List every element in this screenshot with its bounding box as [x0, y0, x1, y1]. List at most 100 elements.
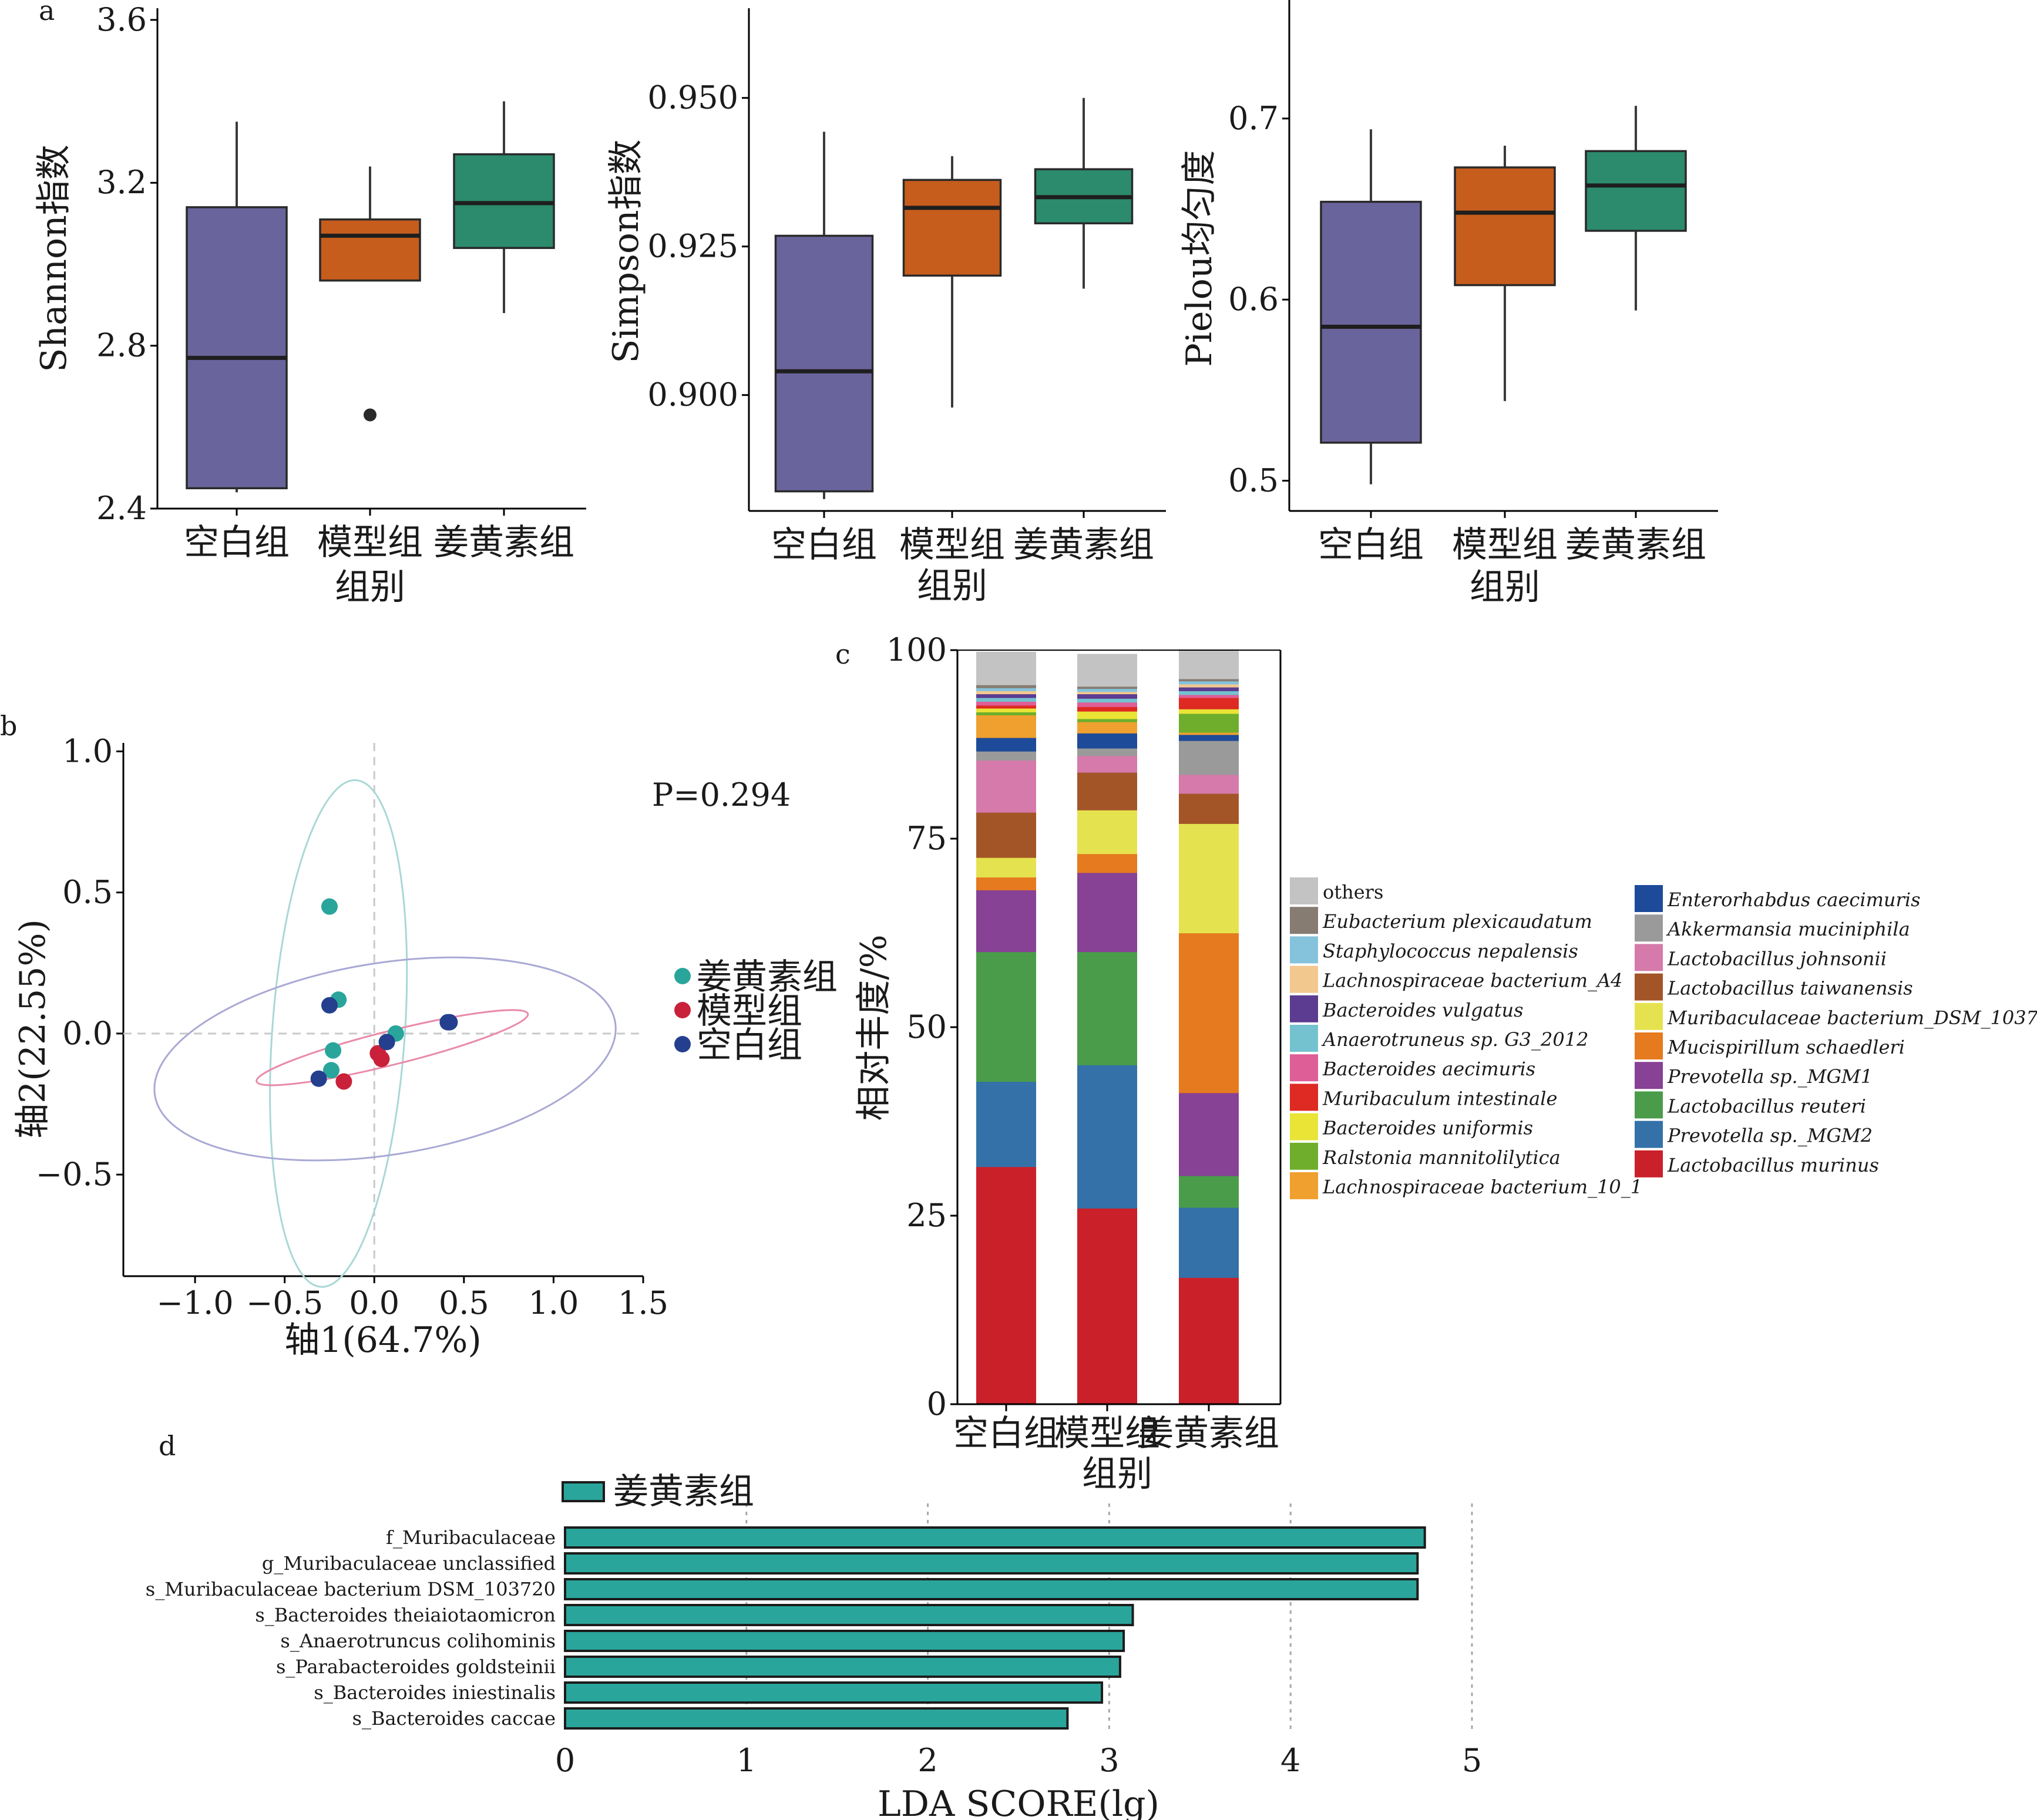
- legend-swatch: [1635, 914, 1663, 942]
- y-tick-label: 3.6: [96, 1, 147, 38]
- stack-segment: [1179, 697, 1239, 709]
- stack-segment: [1077, 810, 1137, 855]
- stack-segment: [1077, 718, 1137, 722]
- x-category-label: 姜黄素组: [1013, 524, 1154, 566]
- scatter-point: [321, 898, 338, 915]
- stack-segment: [976, 737, 1036, 752]
- legend-swatch: [1290, 936, 1318, 964]
- y-tick-label: 0: [927, 1385, 947, 1422]
- legend-label: 空白组: [697, 1025, 802, 1066]
- stack-segment: [1077, 694, 1137, 699]
- x-category-label: 空白组: [771, 524, 877, 566]
- legend-label: Lactobacillus johnsonii: [1667, 947, 1887, 970]
- stack-segment: [976, 651, 1036, 685]
- stack-segment: [1077, 702, 1137, 707]
- x-category-label: 模型组: [1452, 524, 1558, 566]
- stack-segment: [1179, 933, 1239, 1094]
- box-2: [902, 179, 1002, 277]
- stack-segment: [1077, 772, 1137, 810]
- box-2: [319, 218, 421, 282]
- legend-label: Bacteroides vulgatus: [1322, 999, 1524, 1021]
- stack-segment: [1179, 741, 1239, 775]
- y-tick-label: 2.4: [96, 490, 147, 527]
- legend-label: Ralstonia mannitolilytica: [1322, 1146, 1561, 1169]
- lda-bar-label: s_Muribaculaceae bacterium DSM_103720: [146, 1578, 556, 1600]
- stack-segment: [1077, 872, 1137, 953]
- stack-segment: [976, 877, 1036, 890]
- x-tick-label: −0.5: [246, 1284, 323, 1321]
- y-tick-label: 50: [906, 1008, 947, 1045]
- y-tick-label: 0.0: [62, 1015, 113, 1052]
- x-tick-label: 3: [1099, 1742, 1119, 1779]
- pcoa-scatter: −1.0 −0.5 0.0 0.5 1.0 1.5 −0.5 0.0 0.5 1.0 P=0.294…: [12, 732, 838, 1361]
- y-tick-label: 1.0: [62, 732, 113, 769]
- legend-swatch: [1290, 1084, 1318, 1111]
- stack-segment: [1179, 681, 1239, 685]
- y-tick-label: 0.950: [647, 79, 738, 116]
- legend-label: Lachnospiraceae bacterium_10_1: [1322, 1176, 1642, 1198]
- stack-segment: [1179, 823, 1239, 934]
- legend-label: 姜黄素组: [697, 957, 838, 998]
- stack-segment: [1179, 691, 1239, 695]
- x-tick-label: 1: [737, 1742, 757, 1779]
- lda-bar: [564, 1656, 1121, 1678]
- panel-label-b: b: [0, 710, 17, 742]
- legend-label: Akkermansia muciniphila: [1666, 918, 1910, 940]
- legend-label: Enterorhabdus caecimuris: [1667, 889, 1920, 911]
- stack-segment: [976, 857, 1036, 878]
- lda-bar: [564, 1604, 1134, 1626]
- stack-segment: [976, 688, 1036, 691]
- y-tick-label: 2.8: [96, 327, 147, 364]
- lda-bar: [564, 1681, 1104, 1704]
- stack-segment: [1077, 733, 1137, 749]
- stack-segment: [1077, 698, 1137, 703]
- legend-swatch: [1290, 995, 1318, 1022]
- stack-segment: [1077, 691, 1137, 695]
- stack-segment: [976, 712, 1036, 716]
- y-tick-label: 3.2: [96, 164, 147, 201]
- y-axis-title: 相对丰度/%: [853, 934, 895, 1121]
- outlier-point: [364, 408, 377, 422]
- stack-segment: [1077, 748, 1137, 756]
- stack-segment: [1077, 1208, 1137, 1405]
- x-category-label: 姜黄素组: [1138, 1413, 1279, 1454]
- legend-label: Prevotella sp._MGM2: [1667, 1125, 1873, 1147]
- x-category-label: 姜黄素组: [433, 522, 574, 563]
- stack-segment: [1077, 853, 1137, 873]
- x-axis-title: 组别: [1470, 567, 1540, 608]
- legend-marker: [674, 1036, 691, 1052]
- legend-swatch: [1290, 1172, 1318, 1199]
- scatter-point: [310, 1070, 327, 1087]
- x-tick-label: 4: [1280, 1742, 1300, 1779]
- stack-segment: [1179, 732, 1239, 735]
- x-category-label: 空白组: [1318, 524, 1424, 566]
- legend-label: Prevotella sp._MGM1: [1667, 1065, 1873, 1088]
- stack-segment: [1179, 734, 1239, 741]
- stack-segment: [976, 1081, 1036, 1168]
- x-tick-label: 0.0: [349, 1284, 399, 1321]
- legend-label: Muribaculaceae bacterium_DSM_103720: [1667, 1007, 2037, 1029]
- x-category-label: 空白组: [953, 1413, 1059, 1454]
- legend-swatch: [1635, 1032, 1663, 1059]
- legend-swatch: [1290, 1113, 1318, 1141]
- y-axis-title: Pielou均匀度: [1179, 150, 1220, 366]
- p-value-annotation: P=0.294: [652, 776, 791, 813]
- lda-bar-label: g_Muribaculaceae unclassified: [262, 1552, 556, 1575]
- lda-bar: [564, 1707, 1069, 1730]
- y-tick-label: −0.5: [36, 1156, 113, 1193]
- y-axis-title: 轴2(22.55%): [12, 919, 53, 1139]
- scatter-point: [321, 997, 338, 1014]
- x-category-label: 空白组: [184, 522, 290, 563]
- scatter-point: [441, 1014, 458, 1031]
- legend-swatch: [1290, 877, 1318, 904]
- legend-swatch: [1635, 973, 1663, 1001]
- legend-label: Lactobacillus reuteri: [1667, 1095, 1866, 1117]
- panel-label-d: d: [159, 1430, 176, 1462]
- y-tick-label: 0.6: [1228, 281, 1279, 318]
- panel-label-c: c: [835, 638, 851, 670]
- y-tick-label: 0.5: [62, 874, 113, 911]
- stack-segment: [1179, 687, 1239, 691]
